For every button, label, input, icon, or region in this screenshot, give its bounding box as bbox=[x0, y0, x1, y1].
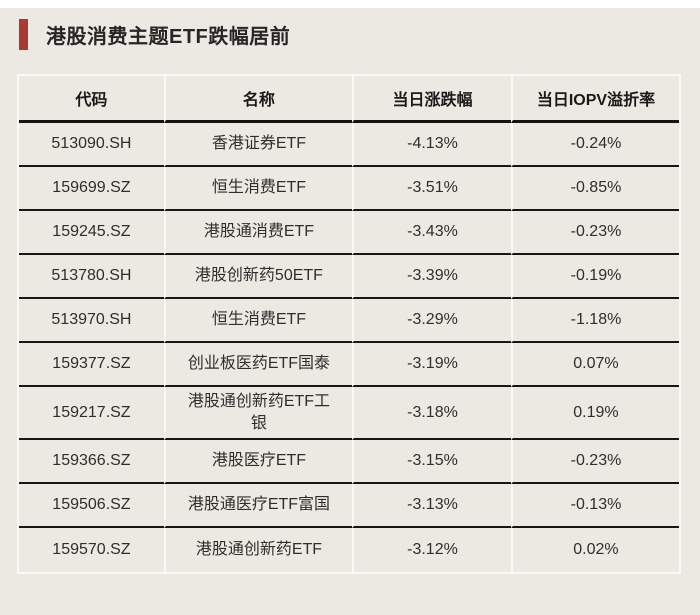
table-row: 513970.SH 恒生消费ETF -3.29% -1.18% bbox=[19, 299, 679, 343]
iopv-cell: 0.19% bbox=[510, 387, 679, 441]
name-cell: 恒生消费ETF bbox=[163, 167, 352, 211]
change-cell: -3.51% bbox=[352, 167, 511, 211]
change-cell: -3.29% bbox=[352, 299, 511, 343]
name-cell: 港股创新药50ETF bbox=[163, 255, 352, 299]
change-cell: -3.12% bbox=[352, 528, 511, 573]
header-cell-code: 代码 bbox=[19, 76, 164, 123]
change-cell: -3.13% bbox=[352, 484, 511, 529]
iopv-cell: 0.02% bbox=[510, 528, 679, 573]
name-cell: 创业板医药ETF国泰 bbox=[163, 343, 352, 387]
change-cell: -3.43% bbox=[352, 211, 511, 255]
top-white-strip bbox=[0, 0, 700, 8]
etf-table: 代码 名称 当日涨跌幅 当日IOPV溢折率 513090.SH 香港证券ETF -4… bbox=[17, 74, 681, 575]
table-row: 513780.SH 港股创新药50ETF -3.39% -0.19% bbox=[19, 255, 679, 299]
header-cell-name: 名称 bbox=[163, 76, 352, 123]
table-row: 159699.SZ 恒生消费ETF -3.51% -0.85% bbox=[19, 167, 679, 211]
table-row: 513090.SH 香港证券ETF -4.13% -0.24% bbox=[19, 123, 679, 167]
table-row: 159570.SZ 港股通创新药ETF -3.12% 0.02% bbox=[19, 528, 679, 573]
page-title: 港股消费主题ETF跌幅居前 bbox=[46, 26, 291, 48]
code-cell: 159570.SZ bbox=[52, 541, 131, 559]
change-cell: -3.18% bbox=[352, 387, 511, 441]
change-cell: -4.13% bbox=[352, 123, 511, 167]
title-block: 港股消费主题ETF跌幅居前 bbox=[19, 19, 700, 50]
code-cell: 159366.SZ bbox=[19, 440, 164, 485]
code-cell: 159245.SZ bbox=[19, 211, 164, 255]
table-row: 159366.SZ 港股医疗ETF -3.15% -0.23% bbox=[19, 440, 679, 485]
iopv-cell: -0.19% bbox=[510, 255, 679, 299]
code-cell: 159506.SZ bbox=[19, 484, 164, 529]
etf-table-body: 513090.SH 香港证券ETF -4.13% -0.24% 159699.SZ 恒生消… bbox=[19, 123, 679, 573]
table-row: 159245.SZ 港股通消费ETF -3.43% -0.23% bbox=[19, 211, 679, 255]
iopv-cell: -0.23% bbox=[510, 440, 679, 485]
change-cell: -3.39% bbox=[352, 255, 511, 299]
table-row: 159217.SZ 港股通创新药ETF工银 -3.18% 0.19% bbox=[19, 387, 679, 441]
name-cell: 港股通医疗ETF富国 bbox=[163, 484, 352, 529]
name-cell: 香港证券ETF bbox=[163, 123, 352, 167]
code-cell: 513090.SH bbox=[19, 123, 164, 167]
code-cell: 513970.SH bbox=[19, 299, 164, 343]
code-cell: 159377.SZ bbox=[19, 343, 164, 387]
code-cell: 159217.SZ bbox=[19, 387, 164, 441]
code-cell: 513780.SH bbox=[19, 255, 164, 299]
iopv-cell: -0.85% bbox=[510, 167, 679, 211]
name-cell: 港股通创新药ETF工银 bbox=[163, 387, 352, 441]
name-cell: 恒生消费ETF bbox=[163, 299, 352, 343]
iopv-cell: -0.23% bbox=[510, 211, 679, 255]
change-cell: -3.15% bbox=[352, 440, 511, 485]
iopv-cell: 0.07% bbox=[510, 343, 679, 387]
iopv-cell: -0.13% bbox=[510, 484, 679, 529]
header-cell-change: 当日涨跌幅 bbox=[352, 76, 511, 123]
table-row: 159506.SZ 港股通医疗ETF富国 -3.13% -0.13% bbox=[19, 484, 679, 529]
header-cell-iopv: 当日IOPV溢折率 bbox=[510, 76, 679, 123]
title-accent-bar bbox=[19, 19, 28, 50]
change-cell: -3.19% bbox=[352, 343, 511, 387]
name-cell: 港股通消费ETF bbox=[163, 211, 352, 255]
code-cell: 159699.SZ bbox=[19, 167, 164, 211]
table-header-row: 代码 名称 当日涨跌幅 当日IOPV溢折率 bbox=[19, 76, 679, 123]
name-cell: 港股医疗ETF bbox=[163, 440, 352, 485]
iopv-cell: -1.18% bbox=[510, 299, 679, 343]
name-cell: 港股通创新药ETF bbox=[163, 528, 352, 573]
iopv-cell: -0.24% bbox=[510, 123, 679, 167]
table-row: 159377.SZ 创业板医药ETF国泰 -3.19% 0.07% bbox=[19, 343, 679, 387]
